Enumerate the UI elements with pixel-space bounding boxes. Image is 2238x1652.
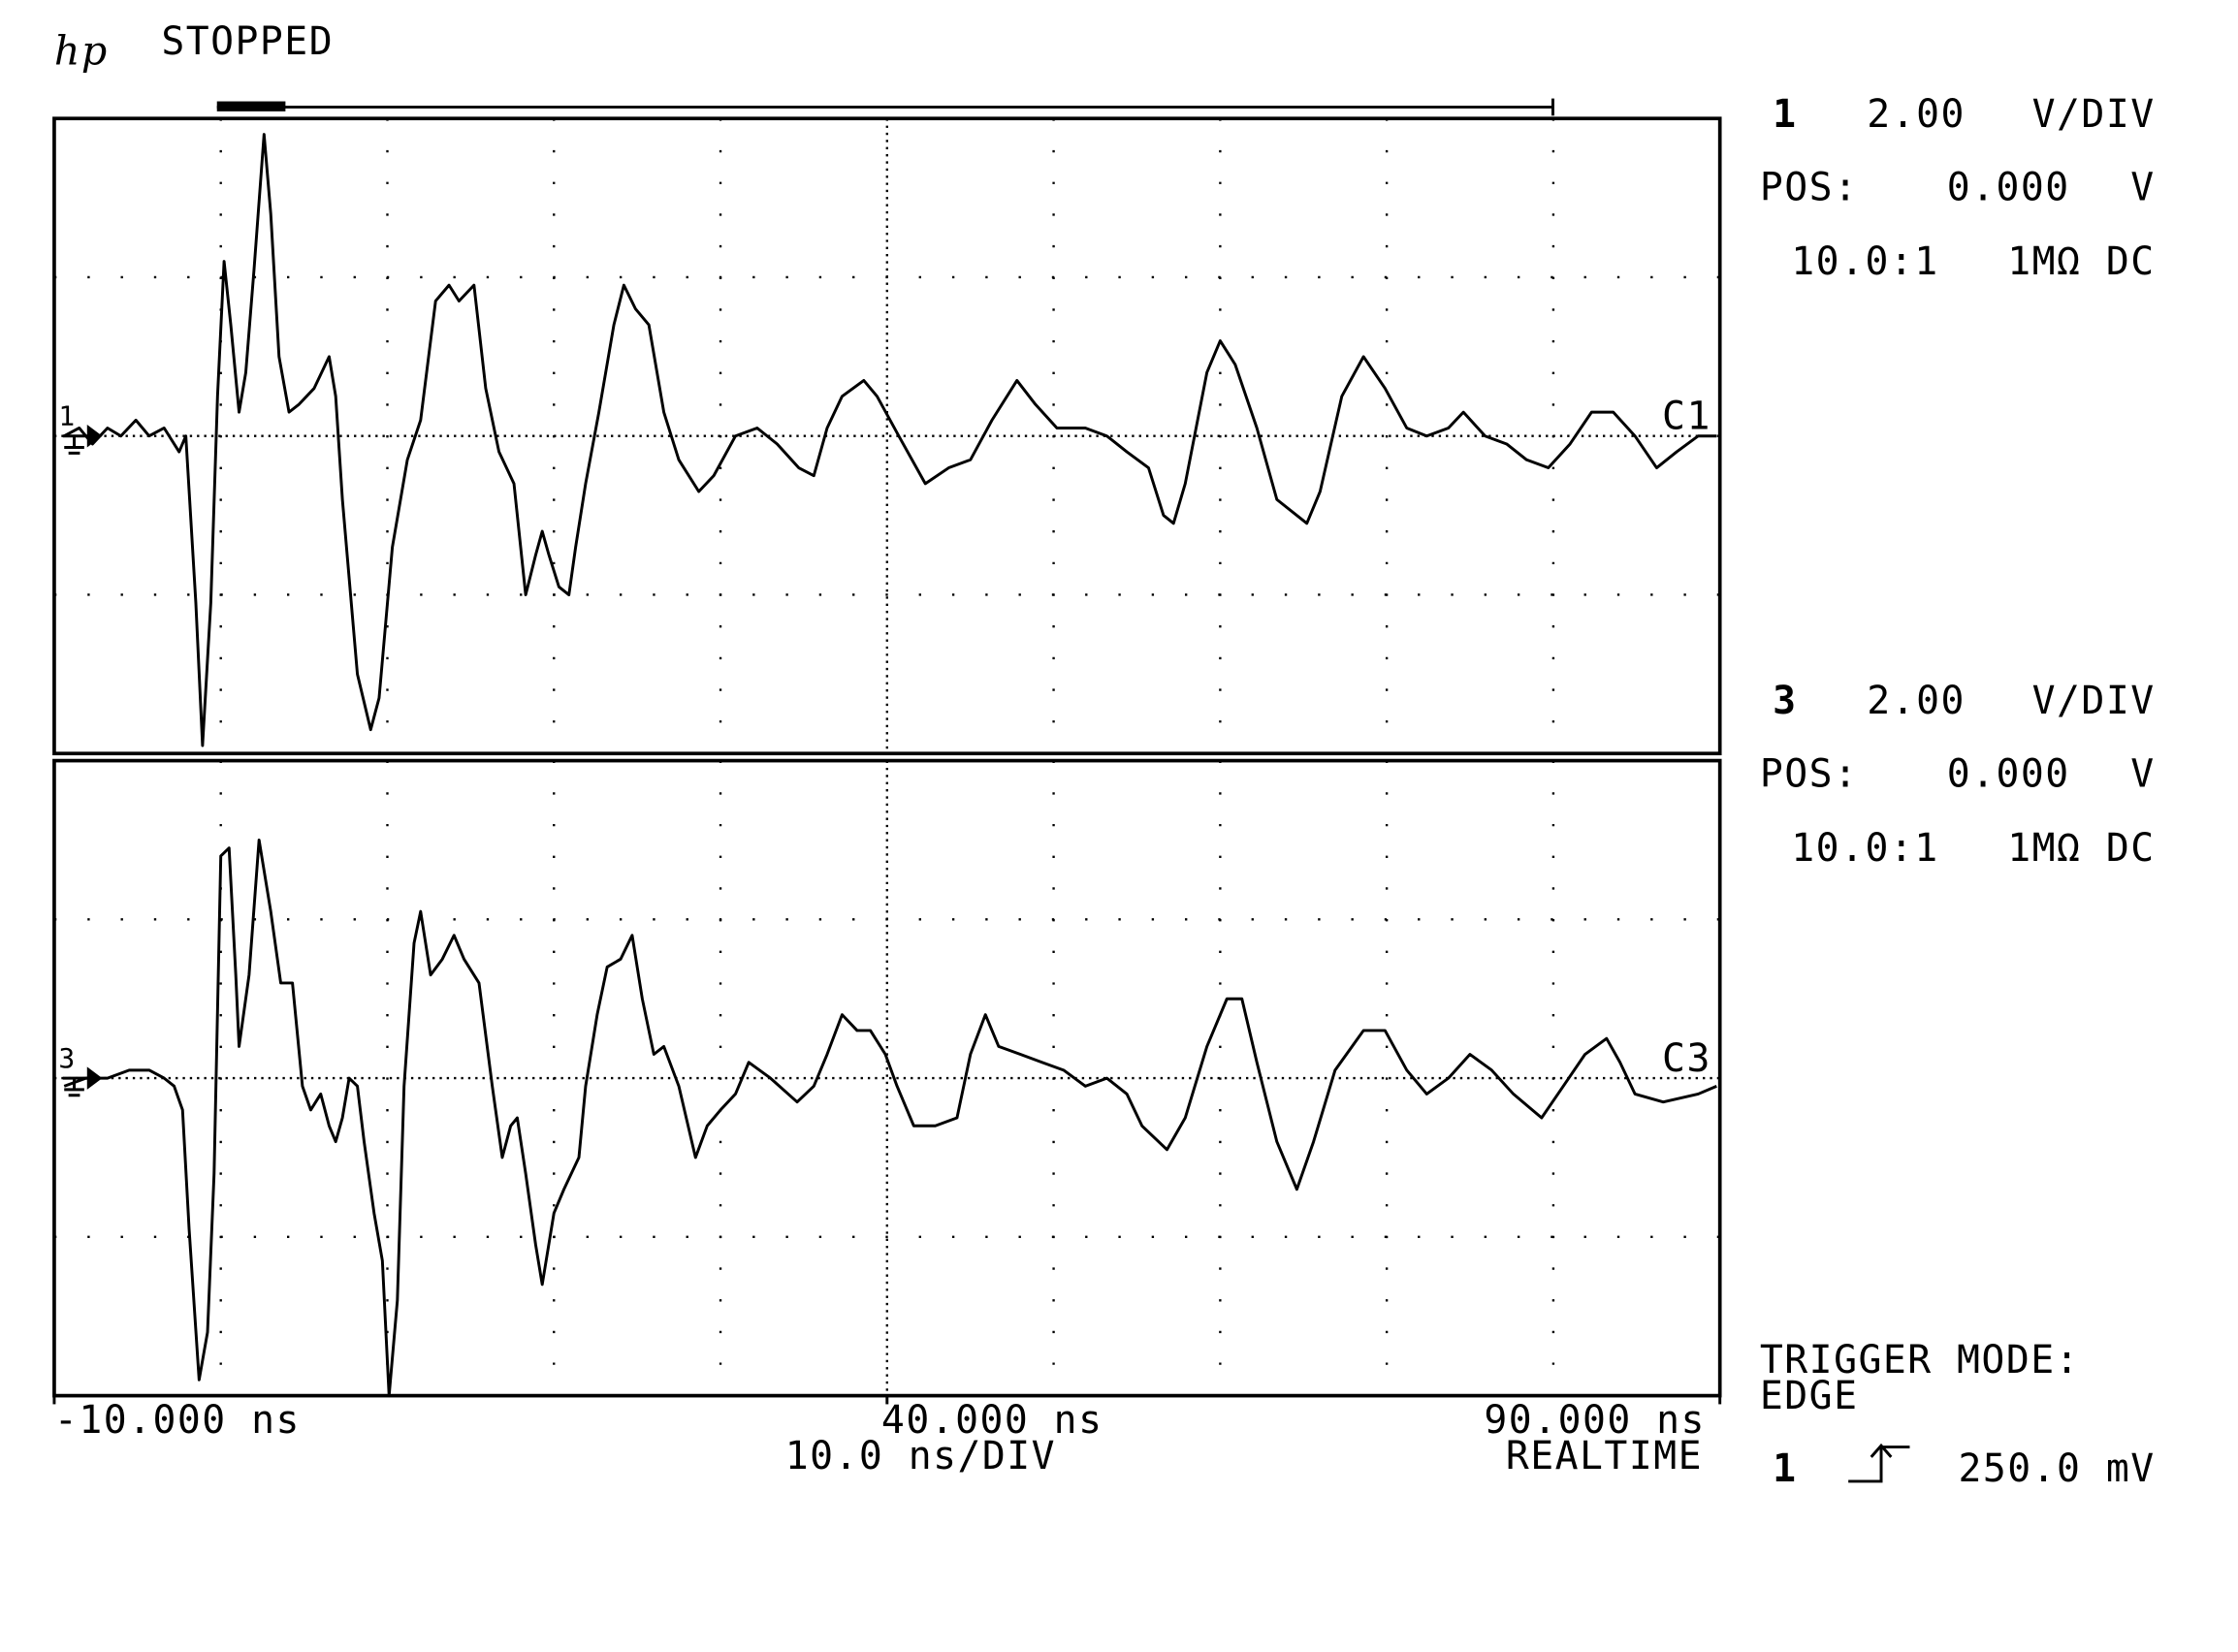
probe: 10.0:1 [1791, 826, 1938, 871]
channel-number: 3 [1773, 679, 1797, 723]
rising-edge-icon [1848, 1443, 1910, 1483]
trace-label: C1 [1662, 395, 1711, 439]
coupling: 1MΩ DC [2007, 239, 2155, 284]
logo: hp [54, 27, 109, 74]
waveform [63, 133, 1717, 747]
x-tick-label: 40.000 ns [881, 1398, 1103, 1443]
pos-label: POS: [1760, 165, 1859, 209]
channel-marker: 3 [58, 1042, 76, 1074]
x-tick-label: -10.000 ns [54, 1398, 301, 1443]
probe: 10.0:1 [1791, 239, 1938, 284]
trigger-source: 1 [1773, 1446, 1797, 1491]
record-window [216, 101, 286, 111]
pos-value: 0.000 [1947, 165, 2070, 209]
acquisition-mode: REALTIME [1506, 1434, 1703, 1478]
pos-value: 0.000 [1947, 751, 2070, 796]
coupling: 1MΩ DC [2007, 826, 2155, 871]
channel-scale-unit: V/DIV [2032, 92, 2156, 137]
x-tick-label: 90.000 ns [1484, 1398, 1706, 1443]
channel-scale-unit: V/DIV [2032, 679, 2156, 723]
channel-scale: 2.00 [1867, 92, 1966, 137]
channel-number: 1 [1773, 92, 1797, 137]
plot-frame [52, 116, 1722, 756]
trace-label: C3 [1662, 1036, 1711, 1081]
trigger-title: TRIGGER MODE: [1760, 1338, 2080, 1382]
plot-frame [52, 758, 1722, 1398]
time-per-div: 10.0 ns/DIV [785, 1434, 1056, 1478]
trigger-mode: EDGE [1760, 1374, 1859, 1418]
pos-unit: V [2130, 165, 2155, 209]
channel-scale: 2.00 [1867, 679, 1966, 723]
pos-label: POS: [1760, 751, 1859, 796]
waveform [63, 838, 1717, 1398]
pos-unit: V [2130, 751, 2155, 796]
status: STOPPED [161, 19, 334, 64]
channel-marker: 1 [58, 400, 76, 432]
trigger-level: 250.0 mV [1958, 1446, 2155, 1491]
